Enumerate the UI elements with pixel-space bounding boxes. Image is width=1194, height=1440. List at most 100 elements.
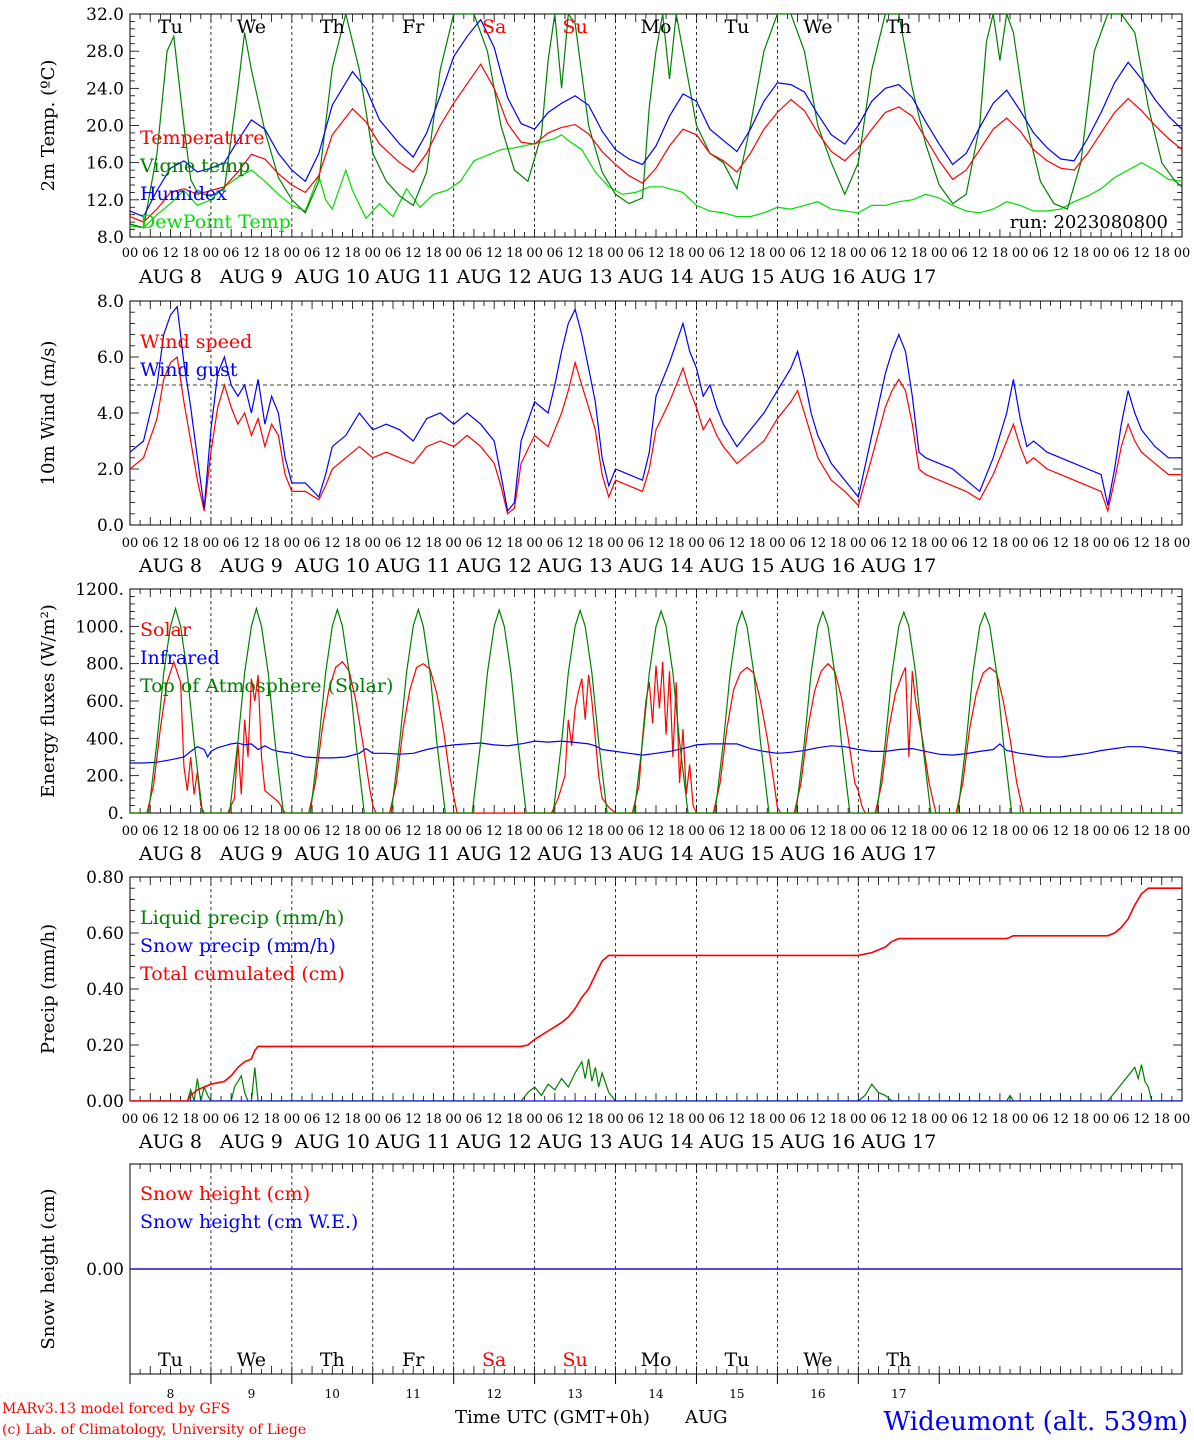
hour-tick-label: 12 [405, 536, 422, 551]
legend-entry: Humidex [140, 183, 227, 205]
hour-tick-label: 12 [162, 1112, 179, 1127]
y-tick-label: 24.0 [86, 79, 124, 99]
hour-tick-label: 18 [425, 1112, 442, 1127]
legend-entry: Wind speed [140, 331, 252, 353]
hour-tick-label: 18 [1073, 824, 1090, 839]
y-tick-label: 200. [86, 767, 124, 787]
y-axis-label: 2m Temp. (ºC) [38, 60, 59, 192]
hour-tick-label: 00 [1174, 246, 1191, 261]
hour-tick-label: 00 [607, 246, 624, 261]
legend-entry: DewPoint Temp [140, 211, 291, 233]
hour-tick-label: 00 [1093, 824, 1110, 839]
hour-tick-label: 18 [1073, 246, 1090, 261]
hour-tick-label: 18 [1153, 246, 1170, 261]
hour-tick-label: 06 [1113, 824, 1130, 839]
hour-tick-label: 12 [890, 824, 907, 839]
hour-tick-label: 18 [749, 1112, 766, 1127]
hour-tick-label: 12 [405, 246, 422, 261]
series-line-blue [130, 740, 1182, 764]
y-tick-label: 1200. [75, 580, 124, 600]
hour-tick-label: 00 [769, 246, 786, 261]
series-line-green [130, 1058, 1182, 1101]
date-label: AUG 9 [219, 266, 283, 288]
hour-tick-label: 00 [364, 824, 381, 839]
hour-tick-label: 12 [729, 246, 746, 261]
hour-tick-label: 18 [425, 246, 442, 261]
hour-tick-label: 06 [466, 824, 483, 839]
y-tick-label: 2.0 [97, 460, 124, 480]
date-label: AUG 16 [779, 1131, 855, 1153]
hour-tick-label: 00 [364, 536, 381, 551]
y-tick-label: 0.20 [86, 1036, 124, 1056]
hour-tick-label: 18 [830, 824, 847, 839]
hour-tick-label: 18 [911, 246, 928, 261]
date-label: AUG 16 [779, 555, 855, 577]
hour-tick-label: 06 [708, 246, 725, 261]
hour-tick-label: 00 [364, 1112, 381, 1127]
hour-tick-label: 06 [627, 536, 644, 551]
day-of-week-label: Fr [402, 16, 425, 38]
date-label: AUG 16 [779, 843, 855, 865]
y-tick-label: 0.00 [86, 1092, 124, 1112]
hour-tick-label: 18 [1153, 536, 1170, 551]
hour-tick-label: 06 [1113, 1112, 1130, 1127]
hour-tick-label: 00 [769, 1112, 786, 1127]
hour-tick-label: 00 [284, 824, 301, 839]
hour-tick-label: 06 [708, 1112, 725, 1127]
hour-tick-label: 18 [1153, 1112, 1170, 1127]
legend-entry: Top of Atmosphere (Solar) [140, 675, 393, 697]
series-line-green [130, 14, 1182, 229]
day-of-week-label: Tu [158, 16, 183, 38]
hour-tick-label: 12 [810, 246, 827, 261]
hour-tick-label: 06 [870, 1112, 887, 1127]
hour-tick-label: 06 [1032, 824, 1049, 839]
hour-tick-label: 12 [243, 824, 260, 839]
series-line-blue [130, 18, 1182, 218]
legend-entry: Vigne temp [139, 155, 250, 177]
hour-tick-label: 06 [951, 246, 968, 261]
date-label: AUG 13 [537, 266, 613, 288]
hour-tick-label: 12 [971, 824, 988, 839]
day-of-week-label: Tu [724, 1349, 749, 1371]
hour-tick-label: 00 [1093, 536, 1110, 551]
hour-tick-label: 00 [607, 1112, 624, 1127]
y-tick-label: 8.0 [97, 228, 124, 248]
hour-tick-label: 12 [1133, 824, 1150, 839]
hour-tick-label: 00 [607, 536, 624, 551]
day-of-week-label: Su [562, 16, 587, 38]
hour-tick-label: 18 [182, 536, 199, 551]
hour-tick-label: 06 [223, 536, 240, 551]
hour-tick-label: 00 [931, 1112, 948, 1127]
hour-tick-label: 06 [385, 824, 402, 839]
hour-tick-label: 18 [587, 1112, 604, 1127]
month-label: AUG [684, 1407, 728, 1428]
panel-2: 0.0 2.0 4.0 6.0 8.0 10m Wind (m/s) Wind speed W… [38, 292, 1190, 577]
panel-1: 8.0 12.0 16.0 20.0 24.0 28.0 32.0 2m Temp. (ºC)… [38, 5, 1190, 288]
day-of-week-label: We [803, 1349, 832, 1371]
hour-tick-label: 00 [526, 1112, 543, 1127]
legend-entry: Snow precip (mm/h) [140, 935, 336, 957]
hour-tick-label: 00 [284, 246, 301, 261]
hour-tick-label: 18 [263, 1112, 280, 1127]
lab-credit: (c) Lab. of Climatology, University of L… [2, 1422, 306, 1438]
hour-tick-label: 12 [243, 536, 260, 551]
legend-entry: Wind gust [140, 359, 238, 381]
hour-tick-label: 00 [1012, 1112, 1029, 1127]
hour-tick-label: 12 [324, 824, 341, 839]
date-label: AUG 15 [698, 555, 774, 577]
hour-tick-label: 12 [243, 246, 260, 261]
date-label: AUG 11 [375, 555, 451, 577]
hour-tick-label: 18 [830, 246, 847, 261]
hour-tick-label: 06 [304, 1112, 321, 1127]
hour-tick-label: 18 [668, 536, 685, 551]
date-label: AUG 16 [779, 266, 855, 288]
hour-tick-label: 00 [1174, 536, 1191, 551]
hour-tick-label: 00 [445, 536, 462, 551]
day-of-week-label: We [237, 16, 266, 38]
hour-tick-label: 06 [1032, 246, 1049, 261]
hour-tick-label: 18 [992, 1112, 1009, 1127]
legend-entry: Infrared [140, 647, 220, 669]
panel-4: 0.00 0.20 0.40 0.60 0.80 Precip (mm/h) Liquid … [38, 868, 1190, 1153]
date-label: AUG 15 [698, 843, 774, 865]
hour-tick-label: 18 [182, 246, 199, 261]
